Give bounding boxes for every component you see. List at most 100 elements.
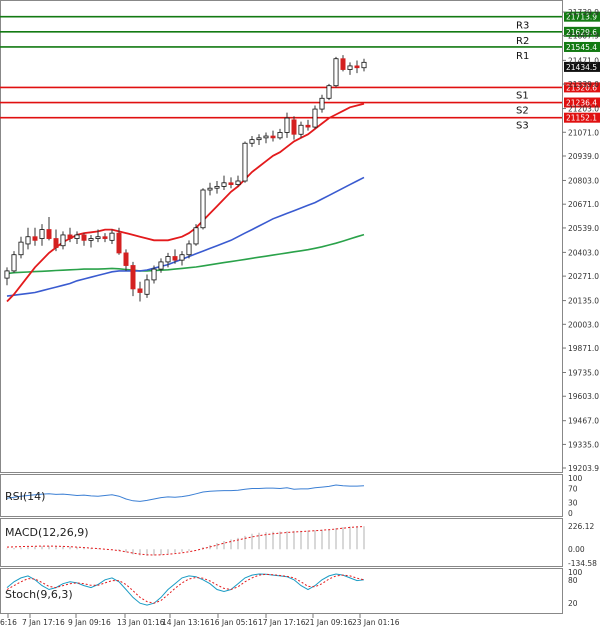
- candle-up: [193, 227, 199, 245]
- level-value-badge: [564, 82, 600, 93]
- candle-down: [67, 234, 73, 239]
- level-value-label: 21236.4: [566, 99, 597, 108]
- current-price-label: 21434.5: [566, 63, 597, 72]
- candle-up: [221, 182, 227, 187]
- candle-down: [102, 236, 108, 239]
- price-tick-label: 19603.0: [568, 392, 599, 401]
- candle-up: [179, 254, 185, 261]
- candle-up: [277, 132, 283, 139]
- candle-up: [88, 238, 94, 241]
- price-tick-label: 21607.9: [568, 32, 599, 41]
- candle-up: [158, 261, 164, 270]
- time-tick-label: 9 Jan 09:16: [68, 618, 111, 627]
- price-tick-label: 19735.0: [568, 369, 599, 378]
- candle-up: [25, 236, 31, 245]
- candle-up: [263, 135, 269, 139]
- macd-label: MACD(12,26,9): [5, 526, 89, 539]
- ma-green-line: [6, 233, 365, 275]
- ma-red-line: [6, 102, 365, 303]
- candle-up: [60, 234, 66, 247]
- level-value-label: 21629.6: [566, 28, 597, 37]
- candle-up: [214, 185, 220, 189]
- candle-up: [74, 234, 80, 239]
- candle-up: [39, 229, 45, 239]
- candle-down: [32, 236, 38, 241]
- level-name-r3: R3: [516, 21, 529, 32]
- level-value-badge: [564, 97, 600, 108]
- rsi-tick-label: 70: [568, 485, 578, 494]
- candle-down: [137, 288, 143, 293]
- price-tick-label: 20135.0: [568, 297, 599, 306]
- price-tick-label: 21739.9: [568, 8, 599, 17]
- candle-down: [172, 256, 178, 261]
- price-tick-label: 20803.0: [568, 176, 599, 185]
- price-tick-label: 20271.0: [568, 272, 599, 281]
- candle-up: [347, 65, 353, 70]
- candle-up: [256, 137, 262, 141]
- main-panel-frame: [0, 0, 563, 473]
- time-tick-label: 17 Jan 17:16: [258, 618, 306, 627]
- price-tick-label: 21471.0: [568, 56, 599, 65]
- rsi-label: RSI(14): [5, 490, 45, 503]
- candle-down: [46, 229, 52, 239]
- candle-up: [242, 142, 248, 182]
- candle-up: [4, 270, 10, 279]
- level-name-s3: S3: [516, 121, 529, 132]
- level-value-label: 21713.9: [566, 13, 597, 22]
- candle-up: [144, 279, 150, 295]
- time-tick-label: 14 Jan 13:16: [162, 618, 210, 627]
- candle-up: [18, 241, 24, 256]
- macd-indicator: 226.12 0.00 -134.58: [6, 522, 597, 568]
- support-resistance-levels: R3 21713.9 R2 21629.6 R1 21545.4 S1 21320.6 S2 21…: [0, 11, 600, 132]
- macd-tick-label: 0.00: [568, 545, 585, 554]
- macd-tick-label: -134.58: [568, 559, 597, 568]
- level-value-label: 21152.1: [566, 114, 597, 123]
- candle-down: [270, 135, 276, 139]
- candle-up: [298, 124, 304, 135]
- candle-up: [361, 61, 367, 69]
- time-tick-label: 21 Jan 09:16: [305, 618, 353, 627]
- macd-signal-line: [6, 526, 365, 556]
- rsi-tick-label: 30: [568, 499, 578, 508]
- candle-up: [11, 254, 17, 272]
- time-tick-label: 13 Jan 01:16: [117, 618, 165, 627]
- price-tick-label: 20671.0: [568, 200, 599, 209]
- level-value-badge: [564, 11, 600, 22]
- candle-down: [130, 265, 136, 290]
- level-name-r2: R2: [516, 36, 529, 47]
- candle-up: [284, 117, 290, 133]
- time-tick-label: 6:16: [0, 618, 17, 627]
- candle-down: [116, 232, 122, 254]
- price-tick-label: 20003.0: [568, 320, 599, 329]
- stoch-tick-label: 20: [568, 599, 578, 608]
- level-name-s1: S1: [516, 90, 529, 101]
- candle-up: [312, 108, 318, 128]
- price-tick-label: 20403.0: [568, 248, 599, 257]
- stoch-tick-label: 100: [568, 568, 583, 577]
- candle-up: [95, 236, 101, 239]
- time-axis: 6:16 7 Jan 17:16 9 Jan 09:16 13 Jan 01:1614…: [0, 614, 400, 627]
- candle-down: [53, 238, 59, 248]
- rsi-line: [6, 484, 365, 502]
- price-tick-label: 19335.0: [568, 440, 599, 449]
- candle-up: [249, 139, 255, 144]
- stoch-d-line: [6, 573, 365, 604]
- stoch-k-line: [6, 573, 365, 606]
- candle-down: [354, 65, 360, 69]
- level-value-badge: [564, 112, 600, 123]
- candle-up: [333, 58, 339, 87]
- price-tick-label: 19467.0: [568, 417, 599, 426]
- candle-up: [200, 189, 206, 229]
- candle-down: [291, 119, 297, 135]
- moving-averages: [6, 102, 365, 303]
- price-tick-label: 21339.0: [568, 80, 599, 89]
- stoch-panel-frame: [0, 568, 563, 614]
- time-tick-label: 23 Jan 01:16: [352, 618, 400, 627]
- candle-up: [319, 97, 325, 110]
- price-tick-label: 19203.9: [568, 464, 599, 473]
- time-tick-label: 7 Jan 17:16: [22, 618, 65, 627]
- candle-down: [81, 234, 87, 241]
- stoch-tick-label: 80: [568, 576, 578, 585]
